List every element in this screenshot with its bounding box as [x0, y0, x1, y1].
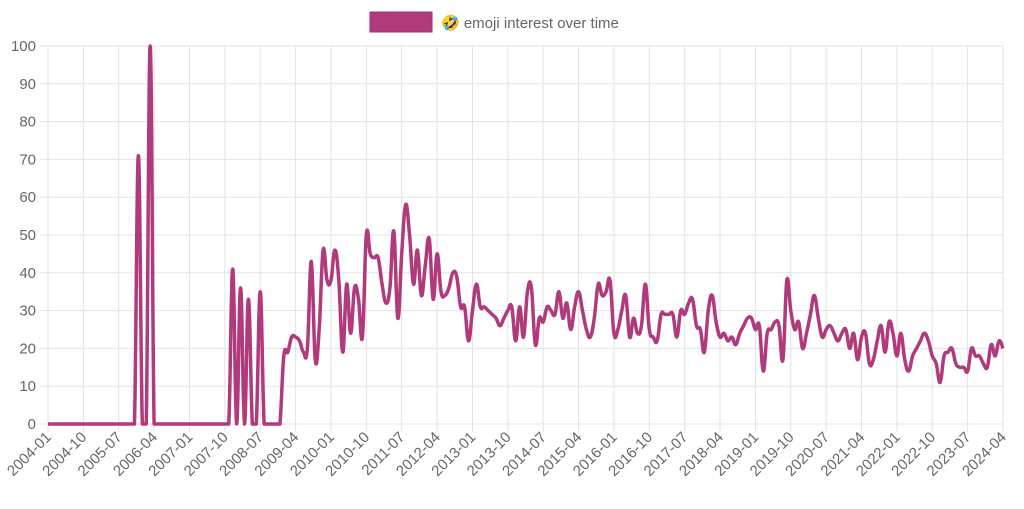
- y-tick-label: 60: [19, 189, 36, 206]
- grid: [40, 45, 1004, 432]
- y-tick-label: 10: [19, 378, 36, 395]
- y-tick-label: 40: [19, 265, 36, 282]
- y-tick-label: 90: [19, 76, 36, 93]
- legend-label[interactable]: 🤣 emoji interest over time: [440, 14, 619, 33]
- y-tick-label: 100: [11, 38, 36, 55]
- y-tick-label: 70: [19, 151, 36, 168]
- y-tick-label: 0: [28, 416, 36, 433]
- series-line: [48, 44, 1005, 426]
- y-axis: 0 10 20 30 40 50 60 70 80 90 100: [11, 38, 36, 433]
- legend[interactable]: 🤣 emoji interest over time: [369, 11, 619, 33]
- y-tick-label: 30: [19, 303, 36, 320]
- y-tick-label: 50: [19, 227, 36, 244]
- y-tick-label: 80: [19, 114, 36, 131]
- x-axis: 2004-012004-102005-072006-042007-012007-…: [4, 429, 1010, 480]
- y-tick-label: 20: [19, 340, 36, 357]
- legend-swatch[interactable]: [369, 11, 433, 33]
